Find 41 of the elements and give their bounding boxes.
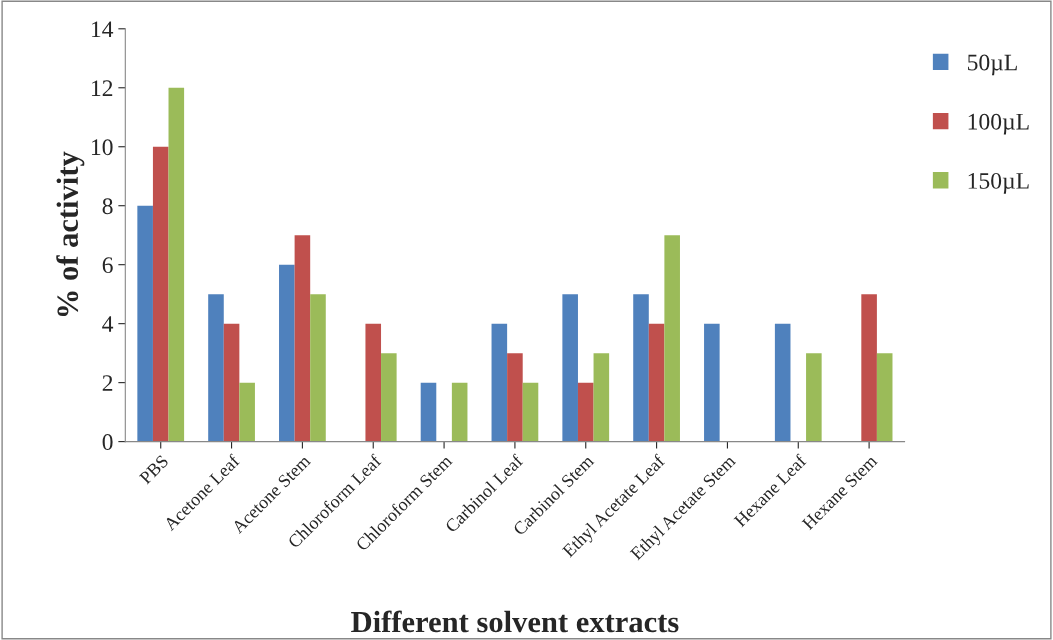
bar [704, 323, 720, 442]
bar [633, 294, 649, 442]
y-tick-label: 4 [102, 316, 114, 332]
legend-label: 100µL [968, 113, 1029, 135]
y-tick-label: 2 [102, 375, 113, 391]
bar [208, 294, 224, 442]
bar [562, 294, 578, 442]
bar [223, 323, 240, 442]
bar [137, 205, 153, 442]
y-tick-label: 14 [91, 21, 114, 37]
legend-label: 150µL [968, 172, 1029, 194]
x-axis-title: Different solvent extracts [351, 610, 679, 633]
bar [152, 146, 169, 442]
bar [381, 353, 397, 442]
y-tick-label: 6 [102, 257, 113, 274]
bar [664, 235, 680, 442]
bar [420, 382, 437, 442]
bar [451, 382, 468, 442]
bar [491, 323, 508, 442]
bar [239, 382, 255, 442]
legend-label: 50µL [968, 54, 1017, 76]
bar [365, 323, 382, 442]
bar [168, 87, 185, 442]
bar [876, 353, 893, 442]
bar [774, 323, 791, 442]
bar [294, 235, 311, 442]
bar [310, 294, 326, 442]
bar [507, 353, 523, 442]
y-tick-label: 12 [91, 80, 113, 96]
bar [522, 382, 539, 442]
bar [806, 353, 822, 442]
y-tick-label: 10 [91, 139, 113, 156]
bar [648, 323, 665, 442]
x-tick-label: PBS [138, 454, 169, 485]
y-tick-label: 0 [102, 434, 113, 451]
bar [577, 382, 594, 442]
y-axis-title: % of activity [56, 151, 85, 317]
bar [279, 264, 295, 442]
bar [593, 353, 610, 442]
y-tick-label: 8 [102, 198, 113, 215]
bar [861, 294, 877, 442]
